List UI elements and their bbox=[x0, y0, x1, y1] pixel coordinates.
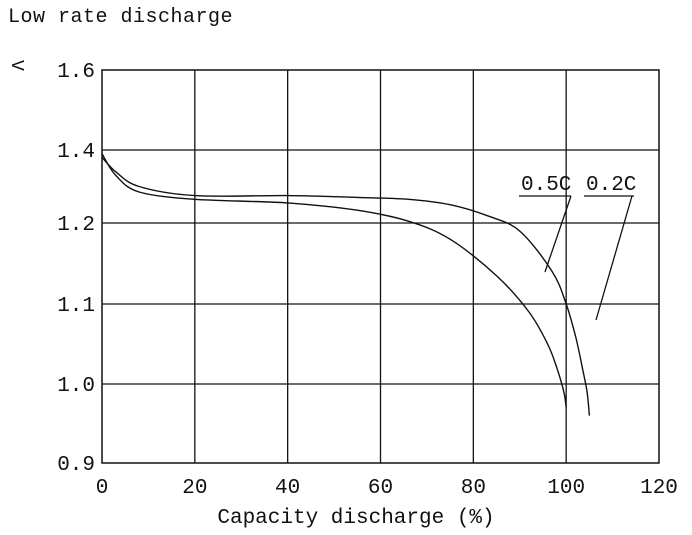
series-lines bbox=[101, 153, 591, 416]
series-label: 0.5C bbox=[521, 174, 571, 197]
y-tick-label: 1.4 bbox=[57, 141, 95, 164]
y-tick-label: 1.0 bbox=[57, 375, 95, 398]
series-line-0-5c bbox=[101, 153, 567, 408]
x-tick-label: 60 bbox=[368, 477, 393, 500]
x-tick-label: 120 bbox=[640, 477, 678, 500]
x-tick-label: 20 bbox=[182, 477, 207, 500]
y-tick-label: 1.6 bbox=[57, 61, 95, 84]
chart-title: Low rate discharge bbox=[8, 6, 234, 29]
x-tick-label: 40 bbox=[275, 477, 300, 500]
x-tick-label: 80 bbox=[461, 477, 486, 500]
series-leader-line bbox=[595, 195, 633, 321]
series-line-0-2c bbox=[101, 156, 591, 416]
series-callouts: 0.5C 0.2C bbox=[519, 174, 636, 321]
series-leader-line bbox=[544, 195, 572, 273]
y-tick-label: 0.9 bbox=[57, 454, 95, 477]
x-axis-label: Capacity discharge (%) bbox=[217, 507, 495, 530]
y-tick-label: 1.1 bbox=[57, 295, 95, 318]
grid-lines bbox=[102, 70, 659, 463]
x-tick-label: 0 bbox=[96, 477, 109, 500]
series-label: 0.2C bbox=[586, 174, 636, 197]
tick-labels: 0 20 40 60 80 100 120 0.9 1.0 1.1 1.2 1.4 1.6 bbox=[57, 61, 678, 500]
x-tick-label: 100 bbox=[547, 477, 585, 500]
y-tick-label: 1.2 bbox=[57, 214, 95, 237]
